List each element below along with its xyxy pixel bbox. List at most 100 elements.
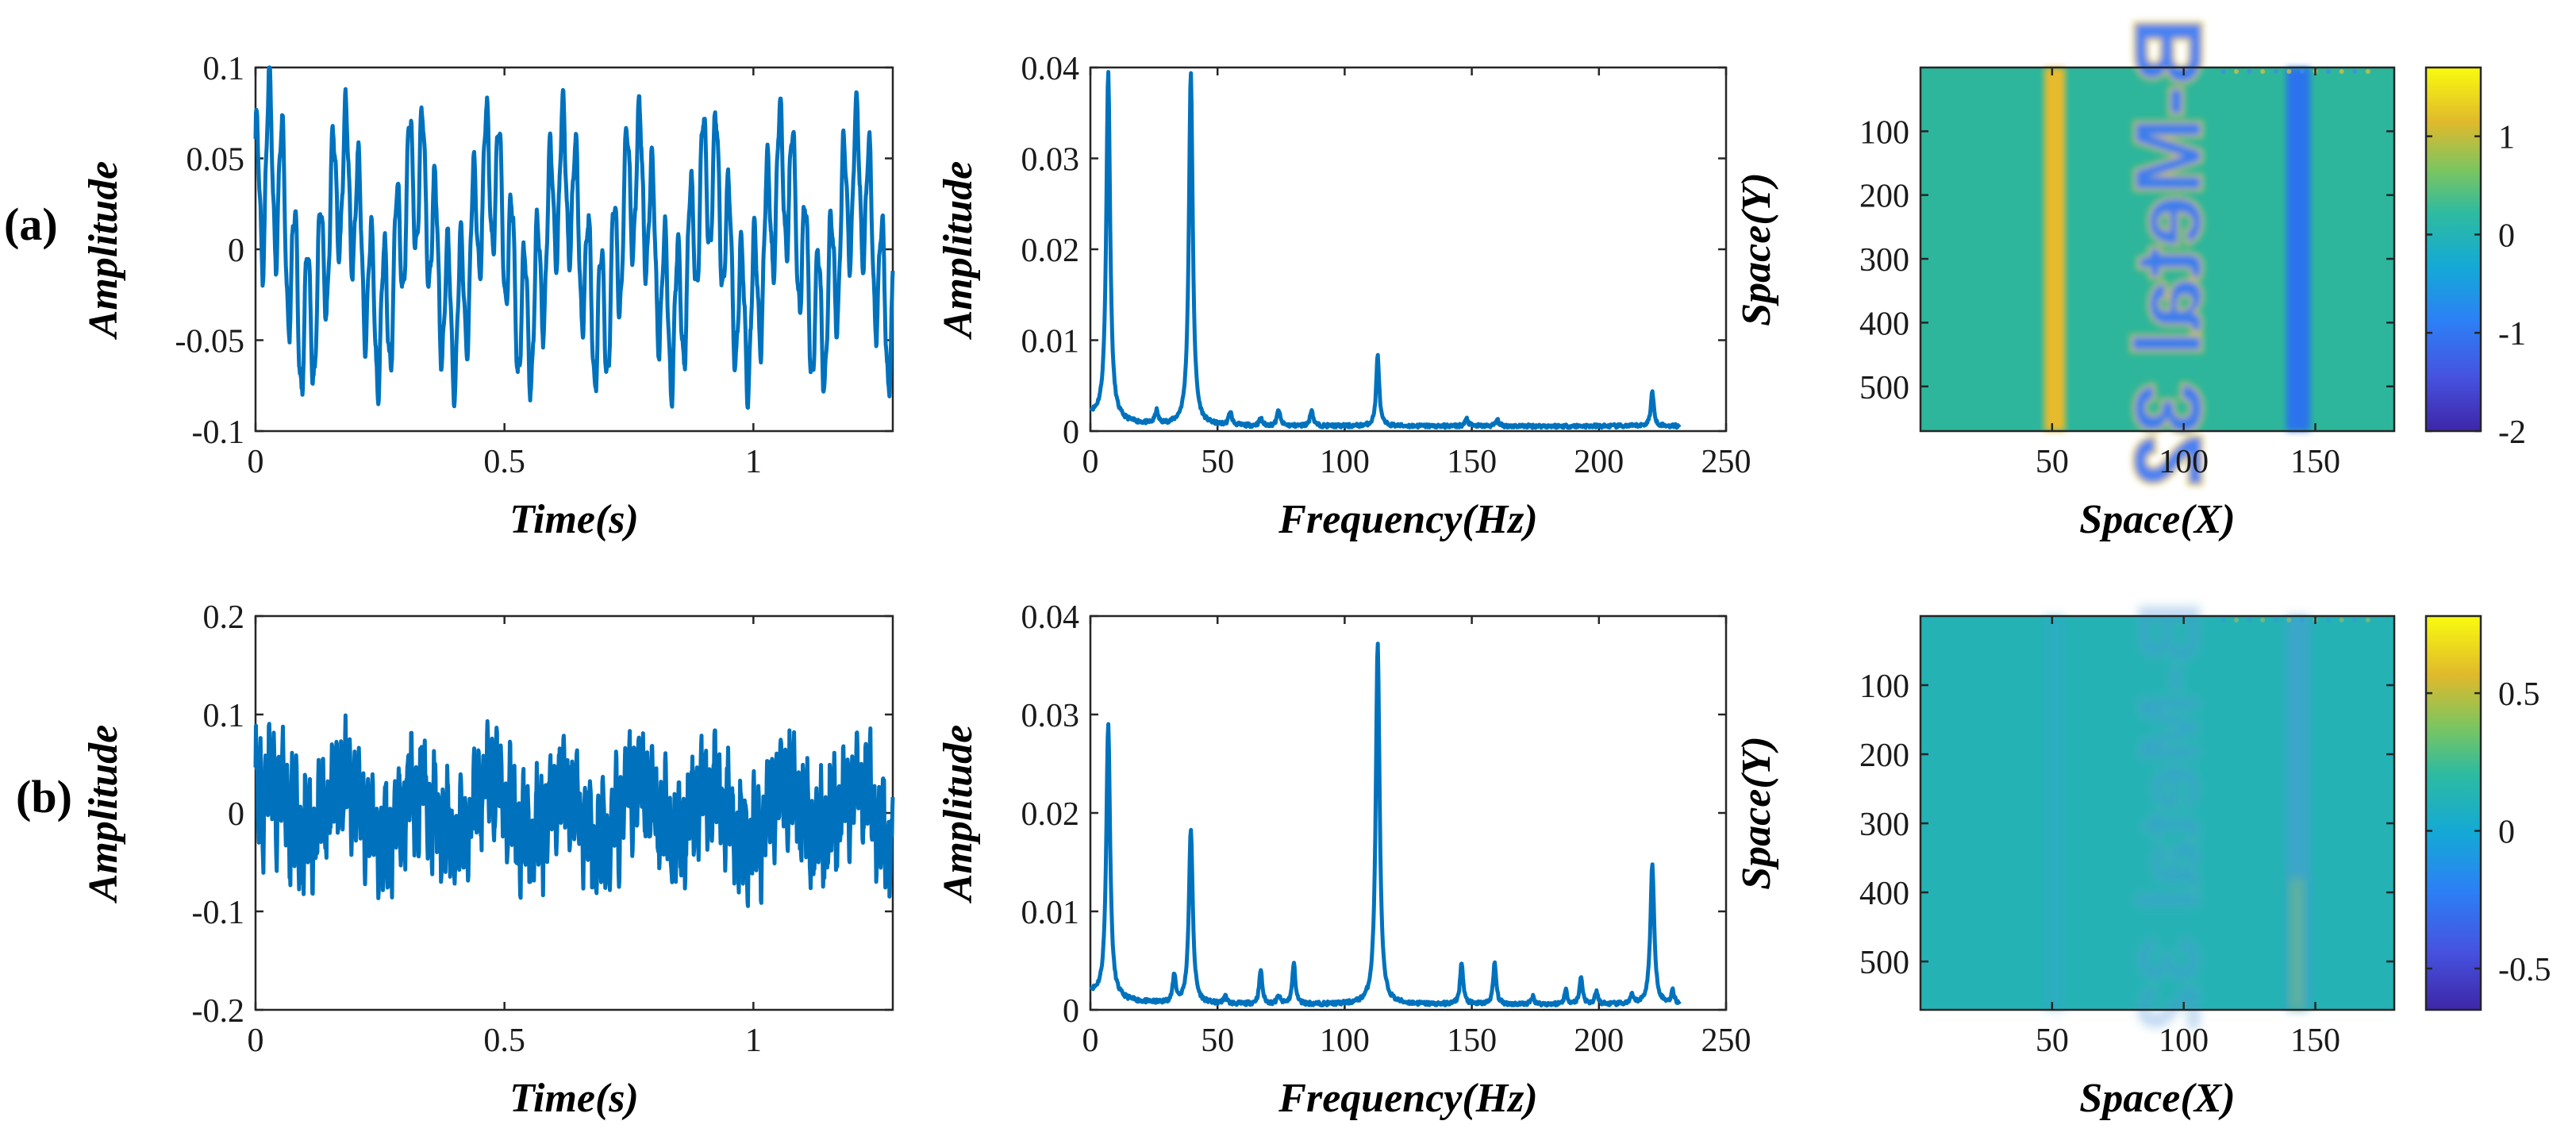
- spectrum-line: [1089, 641, 1682, 1008]
- y-tick-label: 0.02: [1021, 233, 1080, 269]
- x-tick-label: 50: [1201, 1023, 1234, 1059]
- x-tick-label: 50: [2036, 444, 2069, 480]
- hot-stripe: [2043, 616, 2066, 1010]
- x-axis-label: Space(X): [2079, 497, 2235, 542]
- colorbar: 1 0 -1 -2: [2424, 66, 2526, 451]
- x-tick-label: 150: [2290, 1023, 2340, 1059]
- panel-label-a: (a): [4, 198, 58, 250]
- axes-frame: [254, 66, 894, 433]
- y-tick-label: 0: [1063, 993, 1079, 1030]
- x-tick-label: 0: [1082, 444, 1099, 480]
- colorbar-gradient: [2426, 616, 2481, 1010]
- y-tick-label: 300: [1859, 807, 1909, 843]
- y-tick-label: 0: [228, 796, 244, 833]
- x-axis-label: Time(s): [509, 497, 639, 542]
- spectrum-line: [1089, 70, 1682, 430]
- spectrum-plot-a: 0 50 100 150 200 250 0 0.01 0.02 0.03 0.04 Frequenc…: [936, 51, 1751, 542]
- colorbar-tick-label: 0: [2498, 218, 2515, 254]
- y-axis-label: Amplitude: [81, 161, 126, 340]
- x-tick-label: 100: [2159, 1023, 2209, 1059]
- edge-noise: [2220, 618, 2370, 622]
- x-tick-label: 0: [248, 444, 264, 480]
- colorbar-tick-label: 0: [2498, 815, 2515, 851]
- y-tick-label: 0.04: [1021, 51, 1080, 87]
- colorbar-gradient: [2426, 67, 2481, 431]
- y-tick-label: -0.05: [175, 324, 245, 360]
- y-axis-label: Space(Y): [1734, 736, 1779, 889]
- y-axis-label: Amplitude: [936, 161, 981, 340]
- x-tick-label: 150: [1447, 444, 1497, 480]
- x-tick-label: 200: [1574, 1023, 1624, 1059]
- x-tick-label: 50: [2036, 1023, 2069, 1059]
- y-tick-label: 400: [1859, 876, 1909, 912]
- y-axis-label: Amplitude: [81, 725, 126, 903]
- text-artifact-label: B-Metal 32: [2120, 602, 2217, 1030]
- x-tick-label: 0.5: [483, 444, 525, 480]
- y-tick-label: 200: [1859, 738, 1909, 774]
- y-tick-label: 400: [1859, 306, 1909, 342]
- y-tick-label: 0.04: [1021, 599, 1080, 636]
- text-artifact-label: B-Metal 32: [2117, 18, 2221, 487]
- y-tick-label: 0.03: [1021, 142, 1080, 179]
- y-axis-label: Space(Y): [1734, 172, 1779, 325]
- y-tick-label: -0.2: [192, 993, 245, 1030]
- displacement-image-a: B-Metal 32 50 100 150 100 200 300 400 500 Space(X…: [1734, 15, 2396, 542]
- colorbar-frame: [2424, 66, 2482, 433]
- y-tick-label: 0.03: [1021, 698, 1080, 734]
- y-tick-label: 0.02: [1021, 796, 1080, 833]
- y-tick-label: 0: [228, 233, 244, 269]
- y-tick-label: 100: [1859, 114, 1909, 151]
- x-tick-label: 1: [745, 444, 762, 480]
- image-background: [1920, 616, 2394, 1010]
- y-tick-label: -0.1: [192, 414, 245, 451]
- colorbar-tick-label: -0.5: [2498, 952, 2551, 988]
- y-tick-label: 0: [1063, 414, 1079, 451]
- x-tick-label: 0: [1082, 1023, 1099, 1059]
- edge-noise: [2220, 69, 2370, 74]
- axes-frame: [1089, 614, 1728, 1011]
- warm-stripe: [2289, 878, 2305, 1010]
- axes-frame: [1919, 614, 2396, 1011]
- y-tick-label: 0.01: [1021, 895, 1080, 931]
- time-series-plot-b: 0 0.5 1 -0.2 -0.1 0 0.1 0.2 Time(s) Amplitude: [81, 599, 895, 1121]
- cold-stripe: [2286, 67, 2310, 431]
- y-tick-label: -0.1: [192, 895, 245, 931]
- spectrum-plot-b: 0 50 100 150 200 250 0 0.01 0.02 0.03 0.04 Frequenc…: [936, 599, 1751, 1121]
- x-axis-label: Frequency(Hz): [1278, 497, 1537, 542]
- x-axis-label: Time(s): [509, 1076, 639, 1121]
- colorbar: 0.5 0 -0.5: [2424, 614, 2551, 1011]
- x-axis-label: Frequency(Hz): [1278, 1076, 1537, 1121]
- y-tick-label: 500: [1859, 370, 1909, 406]
- y-tick-label: 300: [1859, 242, 1909, 279]
- displacement-image-b: B-Metal 32 50 100 150 100 200 300 400 500 Space(X…: [1734, 600, 2396, 1121]
- x-tick-label: 200: [1574, 444, 1624, 480]
- colorbar-tick-label: -2: [2498, 414, 2526, 451]
- x-tick-label: 50: [1201, 444, 1234, 480]
- y-tick-label: 100: [1859, 668, 1909, 705]
- y-axis-label: Amplitude: [936, 725, 981, 903]
- panel-label-b: (b): [16, 771, 72, 822]
- x-tick-label: 250: [1701, 1023, 1751, 1059]
- axes-frame: [1919, 66, 2396, 433]
- y-tick-label: 0.2: [203, 599, 245, 636]
- y-tick-label: 0.05: [186, 142, 245, 179]
- y-tick-label: 0.1: [203, 51, 245, 87]
- x-tick-label: 100: [1320, 1023, 1370, 1059]
- y-tick-label: 200: [1859, 179, 1909, 215]
- x-tick-label: 100: [1320, 444, 1370, 480]
- signal-line: [253, 65, 895, 410]
- text-artifact: B-Metal 32: [2113, 15, 2224, 489]
- x-tick-label: 1: [745, 1023, 762, 1059]
- x-tick-label: 150: [1447, 1023, 1497, 1059]
- y-tick-label: 500: [1859, 945, 1909, 981]
- signal-line: [253, 713, 895, 908]
- colorbar-frame: [2424, 614, 2482, 1011]
- x-tick-label: 0: [248, 1023, 264, 1059]
- hot-stripe: [2043, 67, 2066, 431]
- x-tick-label: 150: [2290, 444, 2340, 480]
- axes-frame: [1089, 66, 1728, 433]
- x-tick-label: 100: [2159, 444, 2209, 480]
- image-background: [1920, 67, 2394, 431]
- time-series-plot-a: 0 0.5 1 -0.1 -0.05 0 0.05 0.1 Time(s) Amplitude: [81, 51, 895, 542]
